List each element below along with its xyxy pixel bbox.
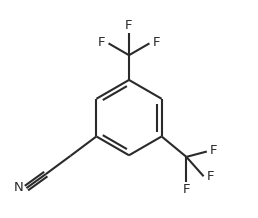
Text: F: F [152, 36, 160, 49]
Text: F: F [183, 183, 190, 196]
Text: F: F [207, 170, 214, 183]
Text: F: F [98, 36, 106, 49]
Text: F: F [125, 19, 133, 32]
Text: F: F [210, 144, 218, 157]
Text: N: N [13, 181, 23, 194]
